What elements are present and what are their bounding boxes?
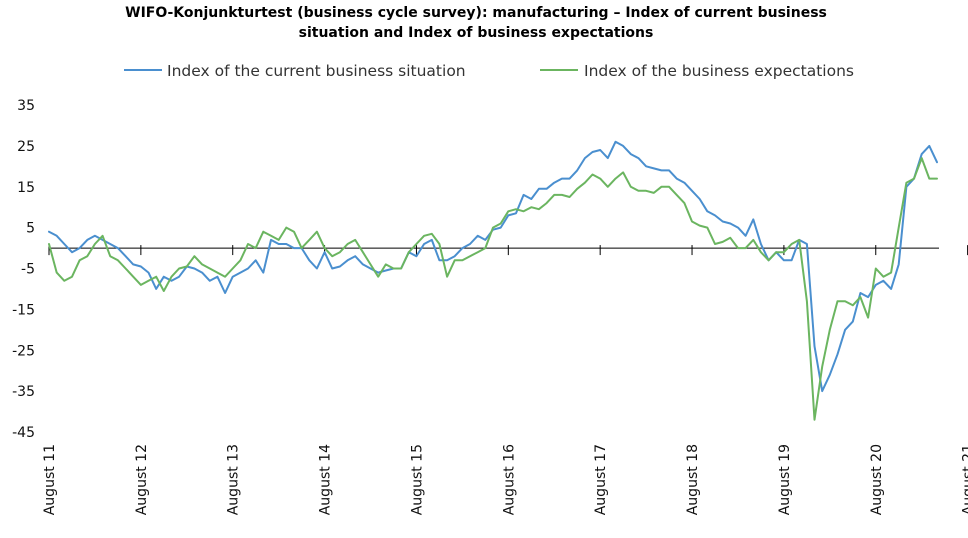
y-tick-label: 5 [26,221,35,237]
x-tick-label: August 20 [869,444,885,515]
y-tick-label: 35 [17,98,35,114]
chart-title-line-2: situation and Index of business expectat… [299,25,654,41]
y-tick-label: -25 [12,343,35,359]
x-tick-label: August 15 [409,444,425,515]
x-tick-label: August 12 [134,444,150,515]
y-tick-label: 15 [17,180,35,196]
y-tick-label: -35 [12,384,35,400]
legend-label-expectations: Index of the business expectations [584,62,854,80]
y-tick-label: -45 [12,425,35,441]
chart-title-line-1: WIFO-Konjunkturtest (business cycle surv… [125,5,827,21]
x-tick-label: August 17 [593,444,609,515]
legend: Index of the current business situation … [124,62,854,80]
plot-area [48,140,938,421]
y-tick-label: -15 [12,302,35,318]
x-tick-label: August 21 [961,444,968,515]
x-tick-label: August 18 [685,444,701,515]
y-tick-label: -5 [21,262,35,278]
y-tick-label: 25 [17,139,35,155]
x-tick-label: August 19 [777,444,793,515]
legend-label-current: Index of the current business situation [167,62,466,80]
chart-title: WIFO-Konjunkturtest (business cycle surv… [125,5,827,41]
y-axis: 35 25 15 5 -5 -15 -25 -35 -45 [12,98,35,441]
x-tick-label: August 11 [42,444,58,515]
x-axis: August 11 August 12 August 13 August 14 Augu… [42,245,968,515]
x-tick-label: August 13 [226,444,242,515]
x-tick-label: August 14 [318,444,334,515]
series-line-current-situation [48,140,938,393]
x-tick-label: August 16 [501,444,517,515]
series-line-business-expectations [48,157,938,421]
